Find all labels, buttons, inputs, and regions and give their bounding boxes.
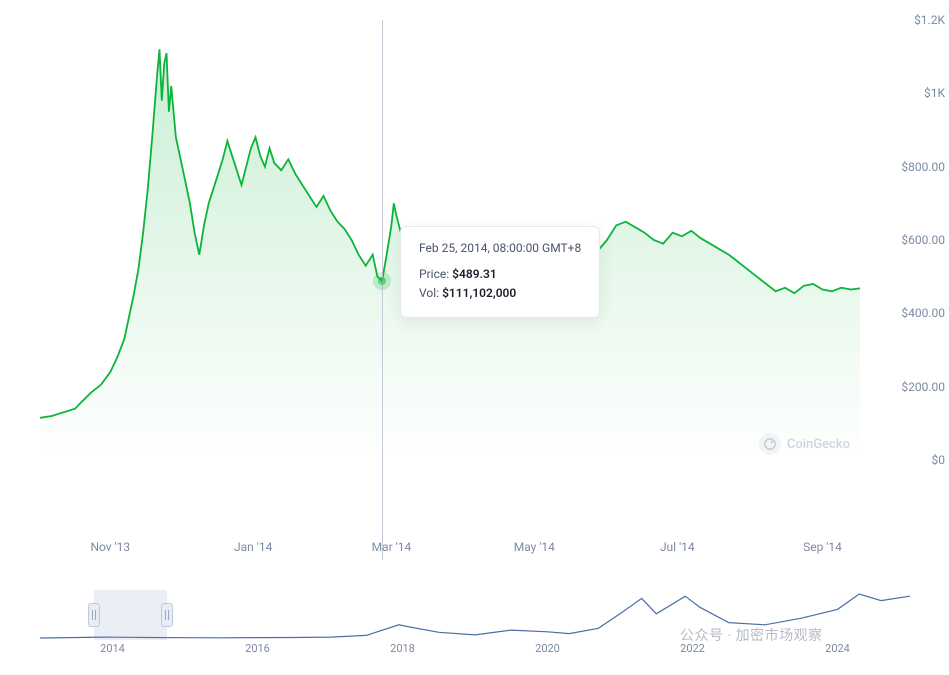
y-tick-label: $400.00 [901, 306, 945, 320]
gecko-icon [759, 433, 781, 455]
x-tick-label: May '14 [514, 540, 555, 554]
chart-tooltip: Feb 25, 2014, 08:00:00 GMT+8 Price: $489… [400, 226, 600, 318]
tooltip-vol: Vol: $111,102,000 [419, 284, 581, 303]
range-tick-label: 2020 [535, 642, 560, 655]
x-axis: Nov '13 Jan '14 Mar '14 May '14 Jul '14 Sep '… [40, 540, 860, 560]
y-tick-label: $200.00 [901, 380, 945, 394]
y-tick-label: $1K [924, 86, 945, 100]
x-tick-label: Mar '14 [372, 540, 412, 554]
x-tick-label: Jul '14 [660, 540, 695, 554]
watermark: CoinGecko [759, 433, 850, 455]
watermark-label: CoinGecko [787, 437, 850, 452]
x-tick-label: Nov '13 [90, 540, 130, 554]
range-tick-label: 2016 [245, 642, 270, 655]
hover-marker [373, 272, 391, 290]
range-tick-label: 2014 [100, 642, 125, 655]
channel-watermark: 公众号 · 加密市场观察 [680, 625, 823, 645]
range-handle-right[interactable] [161, 603, 173, 627]
y-tick-label: $800.00 [901, 160, 945, 174]
y-tick-label: $600.00 [901, 233, 945, 247]
y-tick-label: $1.2K [914, 13, 945, 27]
range-window[interactable] [94, 590, 167, 640]
range-handle-left[interactable] [88, 603, 100, 627]
tooltip-price: Price: $489.31 [419, 265, 581, 284]
y-axis: $0$200.00$400.00$600.00$800.00$1K$1.2K [865, 20, 945, 460]
tooltip-date: Feb 25, 2014, 08:00:00 GMT+8 [419, 241, 581, 255]
crosshair-line [382, 20, 383, 560]
y-tick-label: $0 [932, 453, 946, 467]
x-tick-label: Jan '14 [234, 540, 272, 554]
range-tick-label: 2018 [390, 642, 415, 655]
x-tick-label: Sep '14 [803, 540, 842, 554]
range-tick-label: 2024 [825, 642, 850, 655]
